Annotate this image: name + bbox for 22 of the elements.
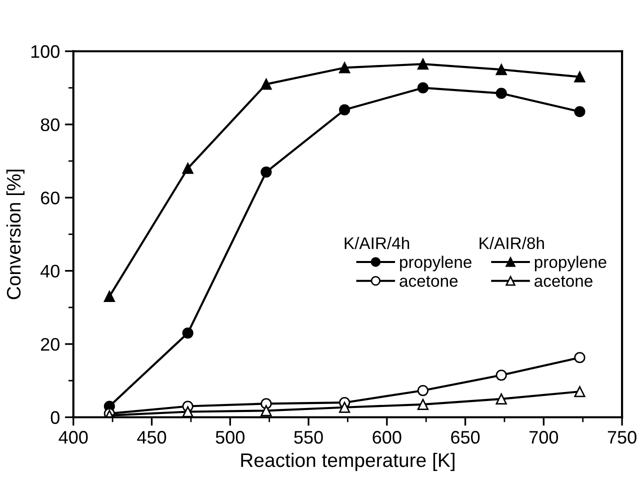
x-tick-label: 600: [372, 430, 402, 444]
y-tick-label: 40: [40, 264, 60, 278]
y-tick-label: 80: [40, 118, 60, 132]
y-tick-label: 100: [31, 45, 60, 58]
legend-label: acetone: [534, 276, 592, 287]
y-tick-label: 60: [41, 192, 60, 204]
x-tick-label: 750: [608, 430, 636, 444]
legend-label: propylene: [534, 256, 606, 272]
x-tick-label: 450: [137, 430, 166, 444]
x-tick-label: 700: [530, 430, 558, 444]
x-tick-label: 400: [58, 430, 88, 444]
y-axis-title: Conversion [%]: [6, 170, 24, 300]
annotation: K/AIR/8h: [480, 236, 544, 250]
annotation: K/AIR/4h: [344, 236, 410, 250]
y-tick-label: 0: [50, 411, 60, 424]
x-tick-label: 650: [451, 430, 480, 444]
legend-label: propylene: [400, 256, 472, 272]
x-tick-label: 550: [294, 430, 323, 444]
legend-label: acetone: [400, 276, 458, 287]
y-tick-label: 20: [41, 338, 60, 351]
x-tick-label: 500: [216, 430, 244, 444]
x-axis-title: Reaction temperature [K]: [241, 452, 454, 471]
